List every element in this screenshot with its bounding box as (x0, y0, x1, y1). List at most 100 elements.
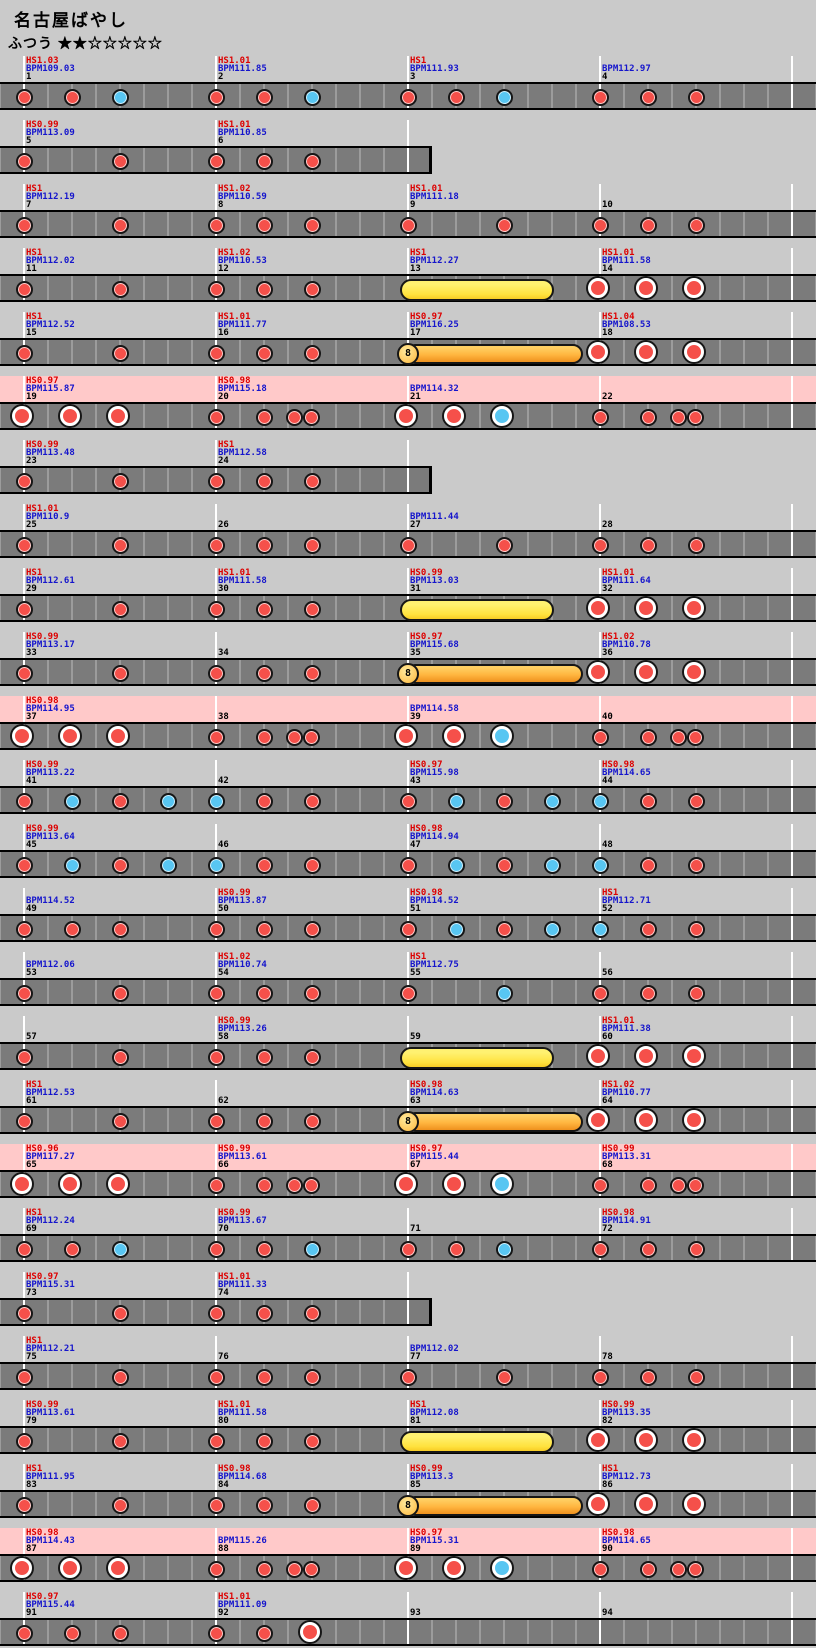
hs-value: HS0.99 (26, 440, 59, 450)
hs-value: HS1.02 (218, 248, 251, 258)
measure-label: 42 (218, 762, 398, 786)
don-note (16, 281, 33, 298)
note-lane (0, 978, 816, 1006)
bpm-value (602, 834, 782, 842)
big-don-note (588, 1494, 608, 1514)
bpm-value: BPM111.18 (410, 192, 459, 202)
measure-number: 82 (602, 1416, 613, 1426)
note-lane: 8 (0, 658, 816, 686)
bpm-value: BPM114.91 (602, 1216, 651, 1226)
ka-note (544, 793, 561, 810)
don-note (496, 793, 513, 810)
measure-line (599, 376, 601, 402)
measure-label: HS0.98 BPM114.95 37 (26, 697, 206, 722)
hs-value: HS1 (26, 184, 43, 194)
big-ka-note (492, 1558, 512, 1578)
hs-value: HS0.99 (602, 1400, 635, 1410)
don-note (670, 729, 687, 746)
don-note (496, 857, 513, 874)
hs-value: HS1.01 (218, 1400, 251, 1410)
don-note (688, 89, 705, 106)
don-note (256, 985, 273, 1002)
measure-line (23, 1400, 25, 1426)
hs-value: HS1 (602, 1464, 619, 1474)
measure-line (599, 696, 601, 722)
hs-value: HS1.01 (410, 184, 443, 194)
bpm-value: BPM111.93 (410, 64, 459, 74)
chart-row-5: 8 HS1 BPM112.52 15 HS1.01 BPM111.77 16 HS0.97 BP… (0, 312, 816, 366)
big-don-note (684, 1110, 704, 1130)
bpm-value: BPM110.59 (218, 192, 267, 202)
measure-number: 46 (218, 840, 229, 850)
measure-label: HS0.98 BPM115.18 20 (218, 377, 398, 402)
measure-line (215, 1400, 217, 1426)
measure-line (791, 1108, 793, 1132)
don-note (688, 793, 705, 810)
don-note (208, 1113, 225, 1130)
hs-value: HS0.99 (26, 632, 59, 642)
measure-line (407, 376, 409, 402)
difficulty-stars: ふつう ★★☆☆☆☆☆ (8, 35, 163, 51)
measure-label: HS0.99 BPM113.3 85 (410, 1465, 590, 1490)
don-note (304, 217, 321, 234)
measure-line (407, 1016, 409, 1042)
bpm-value: BPM111.09 (218, 1600, 267, 1610)
bpm-value: BPM113.87 (218, 896, 267, 906)
measure-number: 22 (602, 392, 613, 402)
don-note (688, 537, 705, 554)
drumroll-note (400, 1431, 554, 1453)
bpm-value: BPM114.58 (410, 704, 459, 714)
hs-value: HS1 (218, 440, 235, 450)
measure-line (23, 1016, 25, 1042)
don-note (400, 537, 417, 554)
bpm-value (602, 514, 782, 522)
don-note (687, 409, 704, 426)
measure-number: 56 (602, 968, 613, 978)
measure-line (407, 888, 409, 914)
bpm-value: BPM114.65 (602, 768, 651, 778)
measure-label: HS1 BPM112.24 69 (26, 1209, 206, 1234)
measure-label: HS1.04 BPM108.53 18 (602, 313, 782, 338)
don-note (304, 665, 321, 682)
note-lane (0, 914, 816, 942)
bpm-value: BPM112.53 (26, 1088, 75, 1098)
hs-value: HS1.01 (218, 568, 251, 578)
hs-value: HS0.99 (26, 1400, 59, 1410)
bpm-value: BPM117.27 (26, 1152, 75, 1162)
measure-number: 52 (602, 904, 613, 914)
don-note (592, 985, 609, 1002)
measure-line (23, 376, 25, 402)
hs-value: HS1 (26, 312, 43, 322)
don-note (256, 1241, 273, 1258)
note-lane (0, 786, 816, 814)
measure-label: HS0.99 BPM113.31 68 (602, 1145, 782, 1170)
don-note (16, 793, 33, 810)
measure-label: HS0.98 BPM114.65 44 (602, 761, 782, 786)
drumroll-note (400, 599, 554, 621)
measure-number: 69 (26, 1224, 37, 1234)
bpm-value: BPM112.08 (410, 1408, 459, 1418)
chart-row-19: HS1 BPM112.24 69 HS0.99 BPM113.67 70 71 HS0.98 B… (0, 1208, 816, 1262)
don-note (304, 1049, 321, 1066)
bpm-value: BPM114.63 (410, 1088, 459, 1098)
big-don-note (108, 726, 128, 746)
hs-value (218, 506, 398, 514)
don-note (16, 89, 33, 106)
measure-line (407, 312, 409, 338)
measure-number: 75 (26, 1352, 37, 1362)
don-note (640, 1369, 657, 1386)
chart-row-15: BPM112.06 53 HS1.02 BPM110.74 54 HS1 BPM112.75… (0, 952, 816, 1006)
measure-number: 86 (602, 1480, 613, 1490)
measure-line (407, 1080, 409, 1106)
ka-note (496, 985, 513, 1002)
big-don-note (588, 598, 608, 618)
don-note (16, 1625, 33, 1642)
chart-row-1: HS1.03 BPM109.03 1 HS1.01 BPM111.85 2 HS1 BPM11… (0, 56, 816, 110)
measure-label: HS1 BPM111.95 83 (26, 1465, 206, 1490)
don-note (592, 1369, 609, 1386)
measure-line (215, 952, 217, 978)
don-note (687, 1561, 704, 1578)
measure-line (23, 568, 25, 594)
don-note (640, 985, 657, 1002)
hs-value: HS0.97 (26, 376, 59, 386)
